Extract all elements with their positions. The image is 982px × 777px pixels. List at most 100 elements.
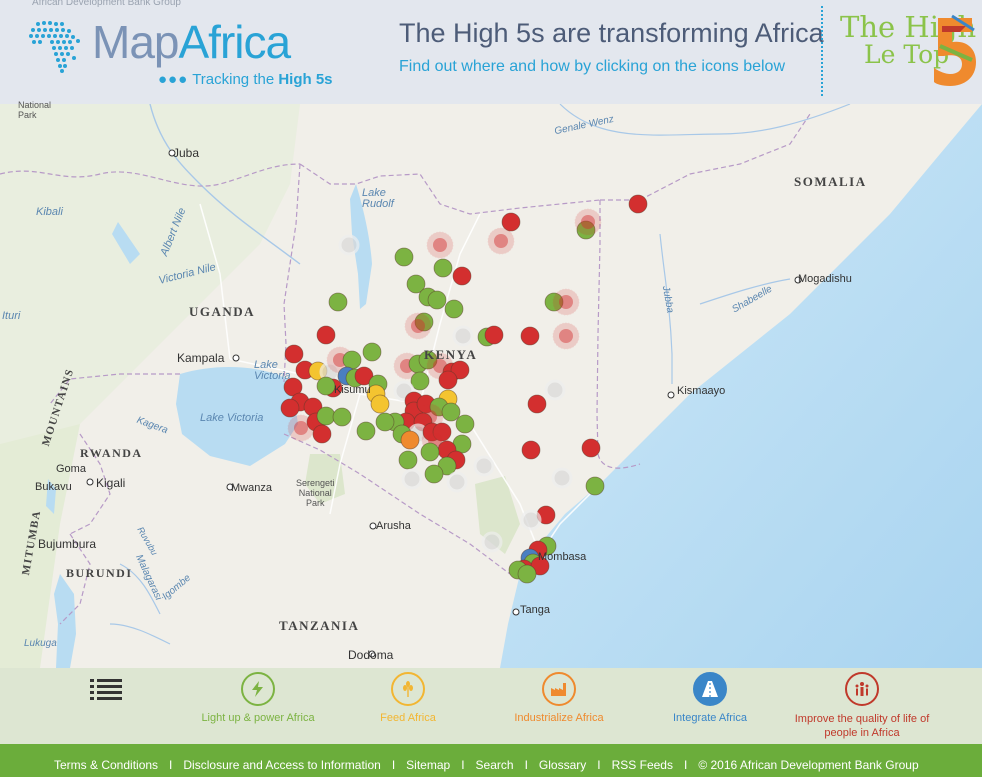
- footer-link-disclosure[interactable]: Disclosure and Access to Information: [183, 758, 381, 772]
- map-label-kisumu: Kisumu: [334, 384, 371, 396]
- lake-turkana: [350, 184, 372, 309]
- project-marker-green[interactable]: [406, 274, 426, 294]
- project-marker-green[interactable]: [414, 312, 434, 332]
- project-marker-red[interactable]: [433, 238, 447, 252]
- project-marker-green[interactable]: [394, 247, 414, 267]
- footer-separator: I: [683, 758, 688, 772]
- lake-victoria: [176, 367, 298, 466]
- project-marker-red[interactable]: [494, 234, 508, 248]
- project-marker-green[interactable]: [410, 371, 430, 391]
- project-marker-green[interactable]: [332, 407, 352, 427]
- filter-feed-button[interactable]: Feed Africa: [368, 672, 448, 724]
- project-marker-red[interactable]: [312, 424, 332, 444]
- project-marker-red[interactable]: [452, 266, 472, 286]
- footer-separator: I: [461, 758, 465, 772]
- project-marker-orange[interactable]: [400, 430, 420, 450]
- project-marker-green[interactable]: [418, 350, 438, 370]
- project-marker-halo: [487, 227, 515, 255]
- project-marker-green[interactable]: [328, 292, 348, 312]
- map-label-tanga: Tanga: [520, 604, 550, 616]
- project-marker-red[interactable]: [521, 440, 541, 460]
- filter-quality-button[interactable]: Improve the quality of life of people in…: [780, 672, 944, 740]
- project-marker-grey[interactable]: [520, 509, 542, 531]
- menu-list-icon[interactable]: [90, 678, 122, 700]
- map-label-lake-victoria-small: Lake Victoria: [254, 359, 291, 382]
- project-marker-grey[interactable]: [338, 234, 360, 256]
- footer-link-sitemap[interactable]: Sitemap: [406, 758, 451, 772]
- project-marker-green[interactable]: [375, 412, 395, 432]
- project-marker-green[interactable]: [316, 406, 336, 426]
- project-marker-green[interactable]: [316, 376, 336, 396]
- footer-link-glossary[interactable]: Glossary: [538, 758, 587, 772]
- map-label-kibali: Kibali: [36, 206, 63, 218]
- project-marker-grey[interactable]: [452, 325, 474, 347]
- project-marker-green[interactable]: [433, 258, 453, 278]
- project-marker-red[interactable]: [354, 366, 374, 386]
- project-marker-grey[interactable]: [551, 467, 573, 489]
- project-marker-red[interactable]: [484, 325, 504, 345]
- project-marker-green[interactable]: [420, 442, 440, 462]
- map-label-arusha: Arusha: [376, 520, 411, 532]
- project-marker-green[interactable]: [356, 421, 376, 441]
- project-marker-halo: [404, 312, 432, 340]
- project-marker-grey[interactable]: [401, 468, 423, 490]
- project-marker-grey[interactable]: [446, 471, 468, 493]
- project-marker-green[interactable]: [455, 414, 475, 434]
- project-marker-red[interactable]: [581, 215, 595, 229]
- map-label-lukuga: Lukuga: [24, 638, 57, 649]
- footer-link-search[interactable]: Search: [475, 758, 514, 772]
- project-marker-red[interactable]: [559, 295, 573, 309]
- project-marker-green[interactable]: [444, 299, 464, 319]
- project-marker-green[interactable]: [427, 290, 447, 310]
- filter-integrate-button[interactable]: Integrate Africa: [660, 672, 760, 724]
- project-marker-green[interactable]: [398, 450, 418, 470]
- footer-separator: I: [597, 758, 601, 772]
- basemap[interactable]: [0, 104, 982, 668]
- project-marker-red[interactable]: [432, 422, 452, 442]
- tagline: ●●● Tracking the High 5s: [158, 71, 333, 88]
- project-markers[interactable]: [280, 194, 648, 584]
- map-label-bujumbura: Bujumbura: [38, 537, 97, 551]
- map-label-ituri: Ituri: [2, 310, 21, 322]
- footer-links: Terms & Conditions I Disclosure and Access…: [54, 758, 919, 772]
- project-marker-green[interactable]: [585, 476, 605, 496]
- project-marker-grey[interactable]: [473, 455, 495, 477]
- footer-link-rss[interactable]: RSS Feeds: [611, 758, 673, 772]
- project-marker-red[interactable]: [411, 319, 425, 333]
- vegetation-area: [0, 104, 300, 444]
- project-marker-grey[interactable]: [481, 531, 503, 553]
- site-footer: Terms & Conditions I Disclosure and Access…: [0, 744, 982, 777]
- project-marker-red[interactable]: [628, 194, 648, 214]
- project-marker-red[interactable]: [559, 329, 573, 343]
- project-marker-yellow[interactable]: [370, 394, 390, 414]
- map-canvas[interactable]: National Park Juba Kibali Albert Nile Vi…: [0, 100, 982, 668]
- tagline-prefix: Tracking the: [192, 71, 279, 88]
- mapafrica-brand[interactable]: MapAfrica: [92, 14, 291, 70]
- project-marker-green[interactable]: [544, 292, 564, 312]
- project-marker-red[interactable]: [581, 438, 601, 458]
- filter-light-up-button[interactable]: Light up & power Africa: [190, 672, 326, 724]
- footer-link-terms[interactable]: Terms & Conditions: [54, 758, 159, 772]
- project-marker-red[interactable]: [520, 326, 540, 346]
- project-marker-red[interactable]: [294, 421, 308, 435]
- project-marker-green[interactable]: [517, 564, 537, 584]
- project-marker-green[interactable]: [362, 342, 382, 362]
- project-marker-green[interactable]: [576, 220, 596, 240]
- project-marker-red[interactable]: [527, 394, 547, 414]
- project-marker-green[interactable]: [342, 350, 362, 370]
- project-marker-green[interactable]: [424, 464, 444, 484]
- map-label-dodoma: Dodoma: [348, 648, 394, 662]
- headline: The High 5s are transforming Africa: [399, 18, 824, 48]
- project-marker-red[interactable]: [284, 344, 304, 364]
- project-marker-red[interactable]: [280, 398, 300, 418]
- high5-title-fr: Le Top: [864, 40, 950, 69]
- project-marker-green[interactable]: [441, 402, 461, 422]
- footer-separator: I: [391, 758, 396, 772]
- map-label-national-park: National Park: [18, 100, 52, 120]
- filter-industrialize-button[interactable]: Industrialize Africa: [500, 672, 618, 724]
- project-marker-red[interactable]: [501, 212, 521, 232]
- project-marker-red[interactable]: [316, 325, 336, 345]
- project-marker-grey[interactable]: [544, 379, 566, 401]
- project-marker-halo: [574, 208, 602, 236]
- project-marker-red[interactable]: [438, 370, 458, 390]
